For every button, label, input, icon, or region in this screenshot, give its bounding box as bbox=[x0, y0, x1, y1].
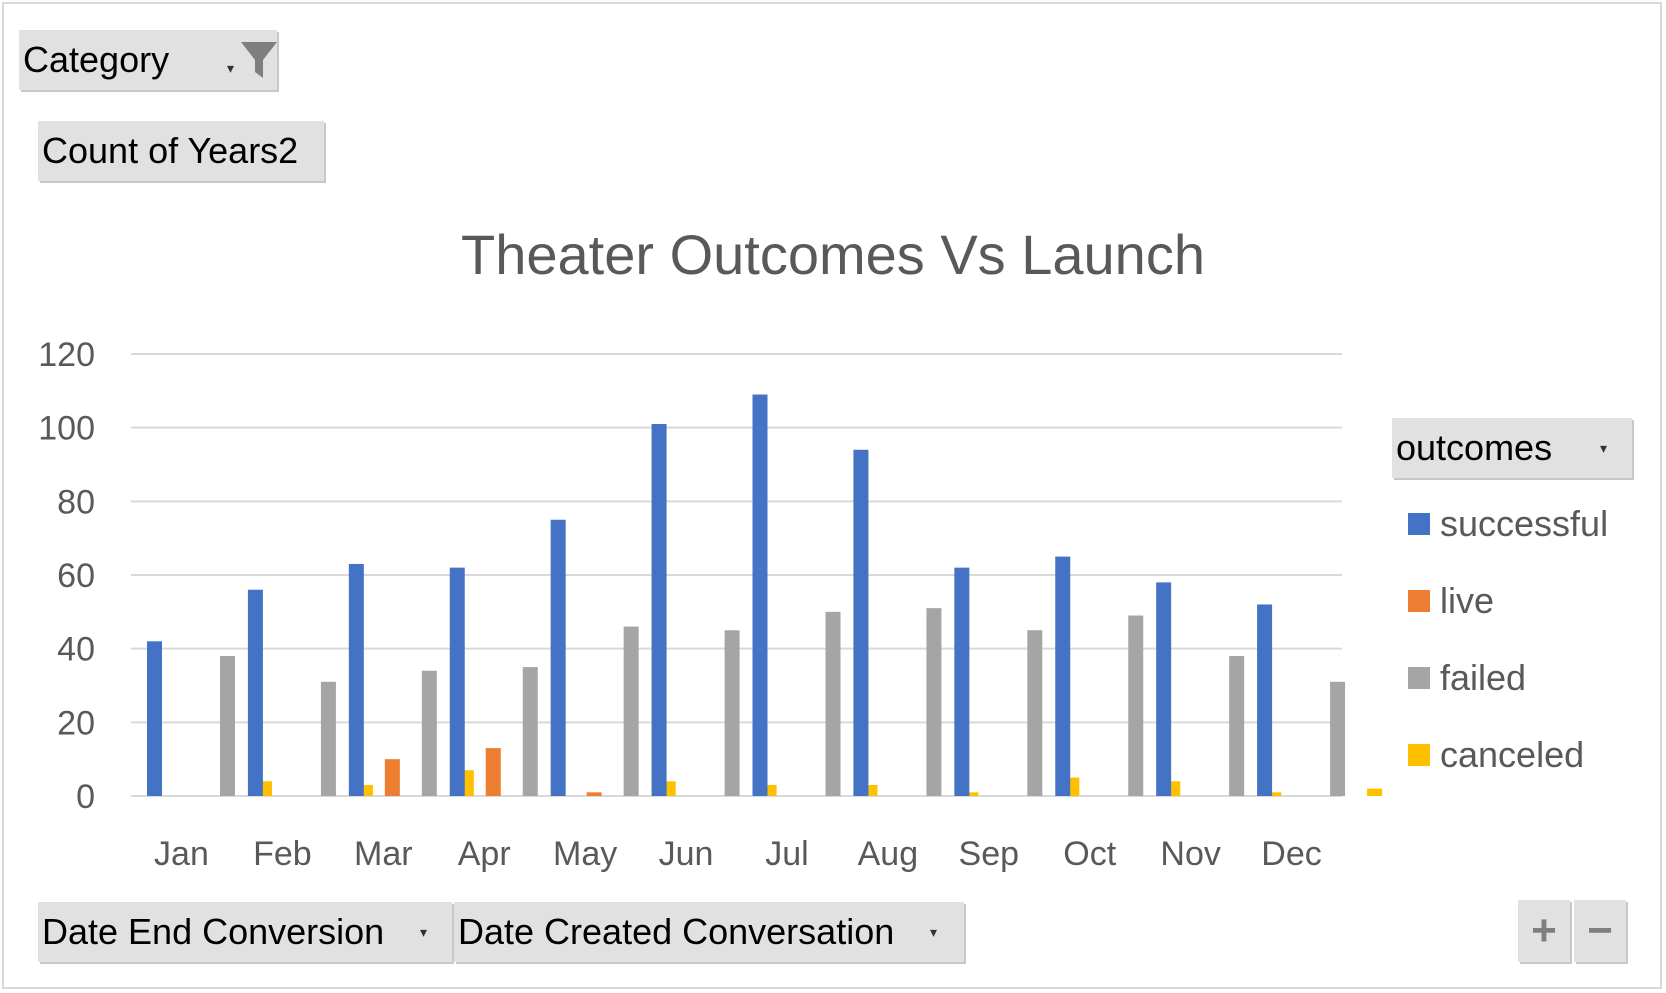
bar-live-apr bbox=[485, 748, 501, 796]
x-tick-label: Nov bbox=[1160, 835, 1220, 873]
bar-canceled-jul bbox=[862, 784, 878, 796]
y-tick-label: 40 bbox=[57, 631, 95, 669]
category-field-button[interactable]: Category ▾ bbox=[19, 30, 277, 90]
collapse-button[interactable]: − bbox=[1574, 900, 1626, 962]
x-tick-label: Mar bbox=[354, 835, 413, 873]
date-end-field-label: Date End Conversion bbox=[42, 911, 385, 952]
bar-successful-nov bbox=[1156, 582, 1172, 796]
bar-canceled-dec bbox=[1367, 788, 1383, 796]
bar-successful-apr bbox=[449, 567, 465, 796]
bar-successful-jan bbox=[147, 641, 162, 796]
bar-failed-feb bbox=[320, 681, 336, 796]
bar-canceled-nov bbox=[1266, 792, 1282, 796]
legend-label: live bbox=[1440, 580, 1495, 621]
date-created-field-label: Date Created Conversation bbox=[458, 911, 895, 952]
y-tick-label: 120 bbox=[38, 336, 95, 374]
bar-live-mar bbox=[384, 759, 400, 796]
x-tick-label: Jun bbox=[659, 835, 714, 873]
date-created-field-button[interactable]: Date Created Conversation ▾ bbox=[454, 902, 964, 962]
legend-swatch bbox=[1408, 590, 1430, 612]
bar-successful-aug bbox=[853, 449, 869, 796]
legend-item-failed: failed bbox=[1408, 657, 1526, 699]
bar-successful-may bbox=[550, 519, 566, 796]
x-tick-label: May bbox=[553, 835, 617, 873]
bar-successful-dec bbox=[1257, 604, 1273, 796]
x-tick-label: Feb bbox=[253, 835, 312, 873]
chart-title: Theater Outcomes Vs Launch bbox=[461, 223, 1205, 286]
bar-successful-feb bbox=[247, 589, 263, 796]
values-field-label: Count of Years2 bbox=[42, 130, 299, 171]
date-end-field-button[interactable]: Date End Conversion ▾ bbox=[38, 902, 452, 962]
y-tick-label: 60 bbox=[57, 557, 95, 595]
legend-swatch bbox=[1408, 744, 1430, 766]
x-tick-label: Oct bbox=[1063, 835, 1116, 873]
x-tick-label: Apr bbox=[458, 835, 511, 873]
bar-failed-dec bbox=[1330, 681, 1346, 796]
legend-label: successful bbox=[1440, 503, 1609, 544]
dropdown-arrow-icon[interactable]: ▾ bbox=[930, 924, 938, 940]
bar-successful-jun bbox=[651, 423, 667, 796]
bar-successful-oct bbox=[1055, 556, 1071, 796]
outcomes-field-label: outcomes bbox=[1396, 427, 1553, 468]
bar-failed-apr bbox=[522, 667, 538, 796]
dropdown-arrow-icon[interactable]: ▾ bbox=[227, 60, 235, 76]
minus-icon: − bbox=[1587, 906, 1613, 955]
x-tick-label: Aug bbox=[858, 835, 919, 873]
legend-item-canceled: canceled bbox=[1408, 734, 1584, 776]
x-tick-label: Jul bbox=[765, 835, 808, 873]
expand-button[interactable]: + bbox=[1518, 900, 1570, 962]
bar-failed-jan bbox=[220, 656, 235, 796]
plus-icon: + bbox=[1531, 906, 1557, 955]
y-tick-label: 100 bbox=[38, 410, 95, 448]
legend-label: failed bbox=[1440, 657, 1527, 698]
y-tick-label: 20 bbox=[57, 704, 95, 742]
legend-swatch bbox=[1408, 513, 1430, 535]
legend-label: canceled bbox=[1440, 734, 1585, 775]
x-tick-label: Jan bbox=[154, 835, 209, 873]
y-tick-label: 80 bbox=[57, 483, 95, 521]
y-tick-label: 0 bbox=[76, 778, 95, 816]
bar-successful-mar bbox=[348, 563, 364, 796]
legend-item-successful: successful bbox=[1408, 503, 1608, 545]
bar-canceled-aug bbox=[963, 792, 979, 796]
bar-failed-may bbox=[623, 626, 639, 796]
bar-failed-sep bbox=[1027, 630, 1043, 796]
bar-canceled-feb bbox=[357, 784, 373, 796]
outcomes-field-button[interactable]: outcomes ▾ bbox=[1392, 418, 1632, 478]
bar-failed-nov bbox=[1229, 656, 1245, 796]
bar-failed-aug bbox=[926, 608, 942, 796]
x-tick-label: Sep bbox=[959, 835, 1020, 873]
legend-item-live: live bbox=[1408, 580, 1494, 622]
bar-failed-mar bbox=[421, 670, 437, 796]
dropdown-arrow-icon[interactable]: ▾ bbox=[1600, 440, 1608, 456]
bar-live-may bbox=[586, 792, 602, 796]
bar-failed-jul bbox=[825, 611, 841, 796]
bar-failed-oct bbox=[1128, 615, 1144, 796]
bar-successful-jul bbox=[752, 394, 768, 796]
bar-successful-sep bbox=[954, 567, 970, 796]
values-field-button[interactable]: Count of Years2 bbox=[38, 121, 324, 181]
x-tick-label: Dec bbox=[1261, 835, 1321, 873]
category-field-label: Category bbox=[23, 39, 170, 80]
dropdown-arrow-icon[interactable]: ▾ bbox=[420, 924, 428, 940]
legend-swatch bbox=[1408, 667, 1430, 689]
bar-canceled-jun bbox=[761, 784, 777, 796]
bar-failed-jun bbox=[724, 630, 740, 796]
funnel-icon[interactable] bbox=[239, 40, 279, 80]
